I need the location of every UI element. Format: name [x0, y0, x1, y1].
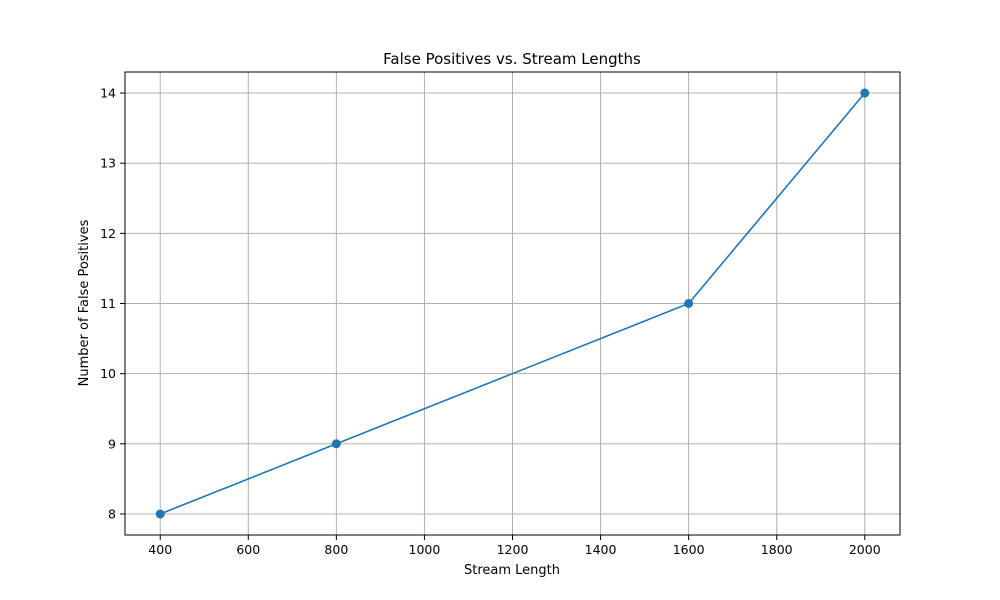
series-line	[159, 92, 866, 515]
x-tick-label: 600	[236, 542, 260, 557]
y-tick-label: 12	[100, 226, 116, 241]
data-point	[331, 439, 341, 449]
x-tick-label: 1200	[497, 542, 529, 557]
x-tick-label: 1400	[585, 542, 617, 557]
x-axis: 400 600 800 1000 1200 1400 1600 1800 2000	[148, 535, 881, 557]
y-axis-label: Number of False Positives	[77, 219, 92, 386]
grid	[125, 72, 900, 535]
y-tick-label: 8	[108, 506, 116, 521]
x-tick-label: 1800	[761, 542, 793, 557]
x-tick-label: 1600	[673, 542, 705, 557]
y-tick-label: 13	[100, 156, 116, 171]
series-layer	[155, 88, 870, 519]
y-tick-label: 10	[100, 366, 116, 381]
chart-title: False Positives vs. Stream Lengths	[383, 50, 641, 68]
x-tick-label: 1000	[409, 542, 441, 557]
y-tick-label: 11	[100, 296, 116, 311]
y-tick-label: 9	[108, 436, 116, 451]
x-tick-label: 800	[324, 542, 348, 557]
data-point	[684, 299, 694, 308]
data-point	[860, 88, 870, 98]
data-point	[155, 509, 165, 519]
y-axis: 8 9 10 11 12 13 14	[100, 86, 125, 521]
x-tick-label: 2000	[849, 542, 881, 557]
x-axis-label: Stream Length	[464, 563, 560, 578]
y-tick-label: 14	[100, 86, 116, 101]
x-tick-label: 400	[148, 542, 172, 557]
